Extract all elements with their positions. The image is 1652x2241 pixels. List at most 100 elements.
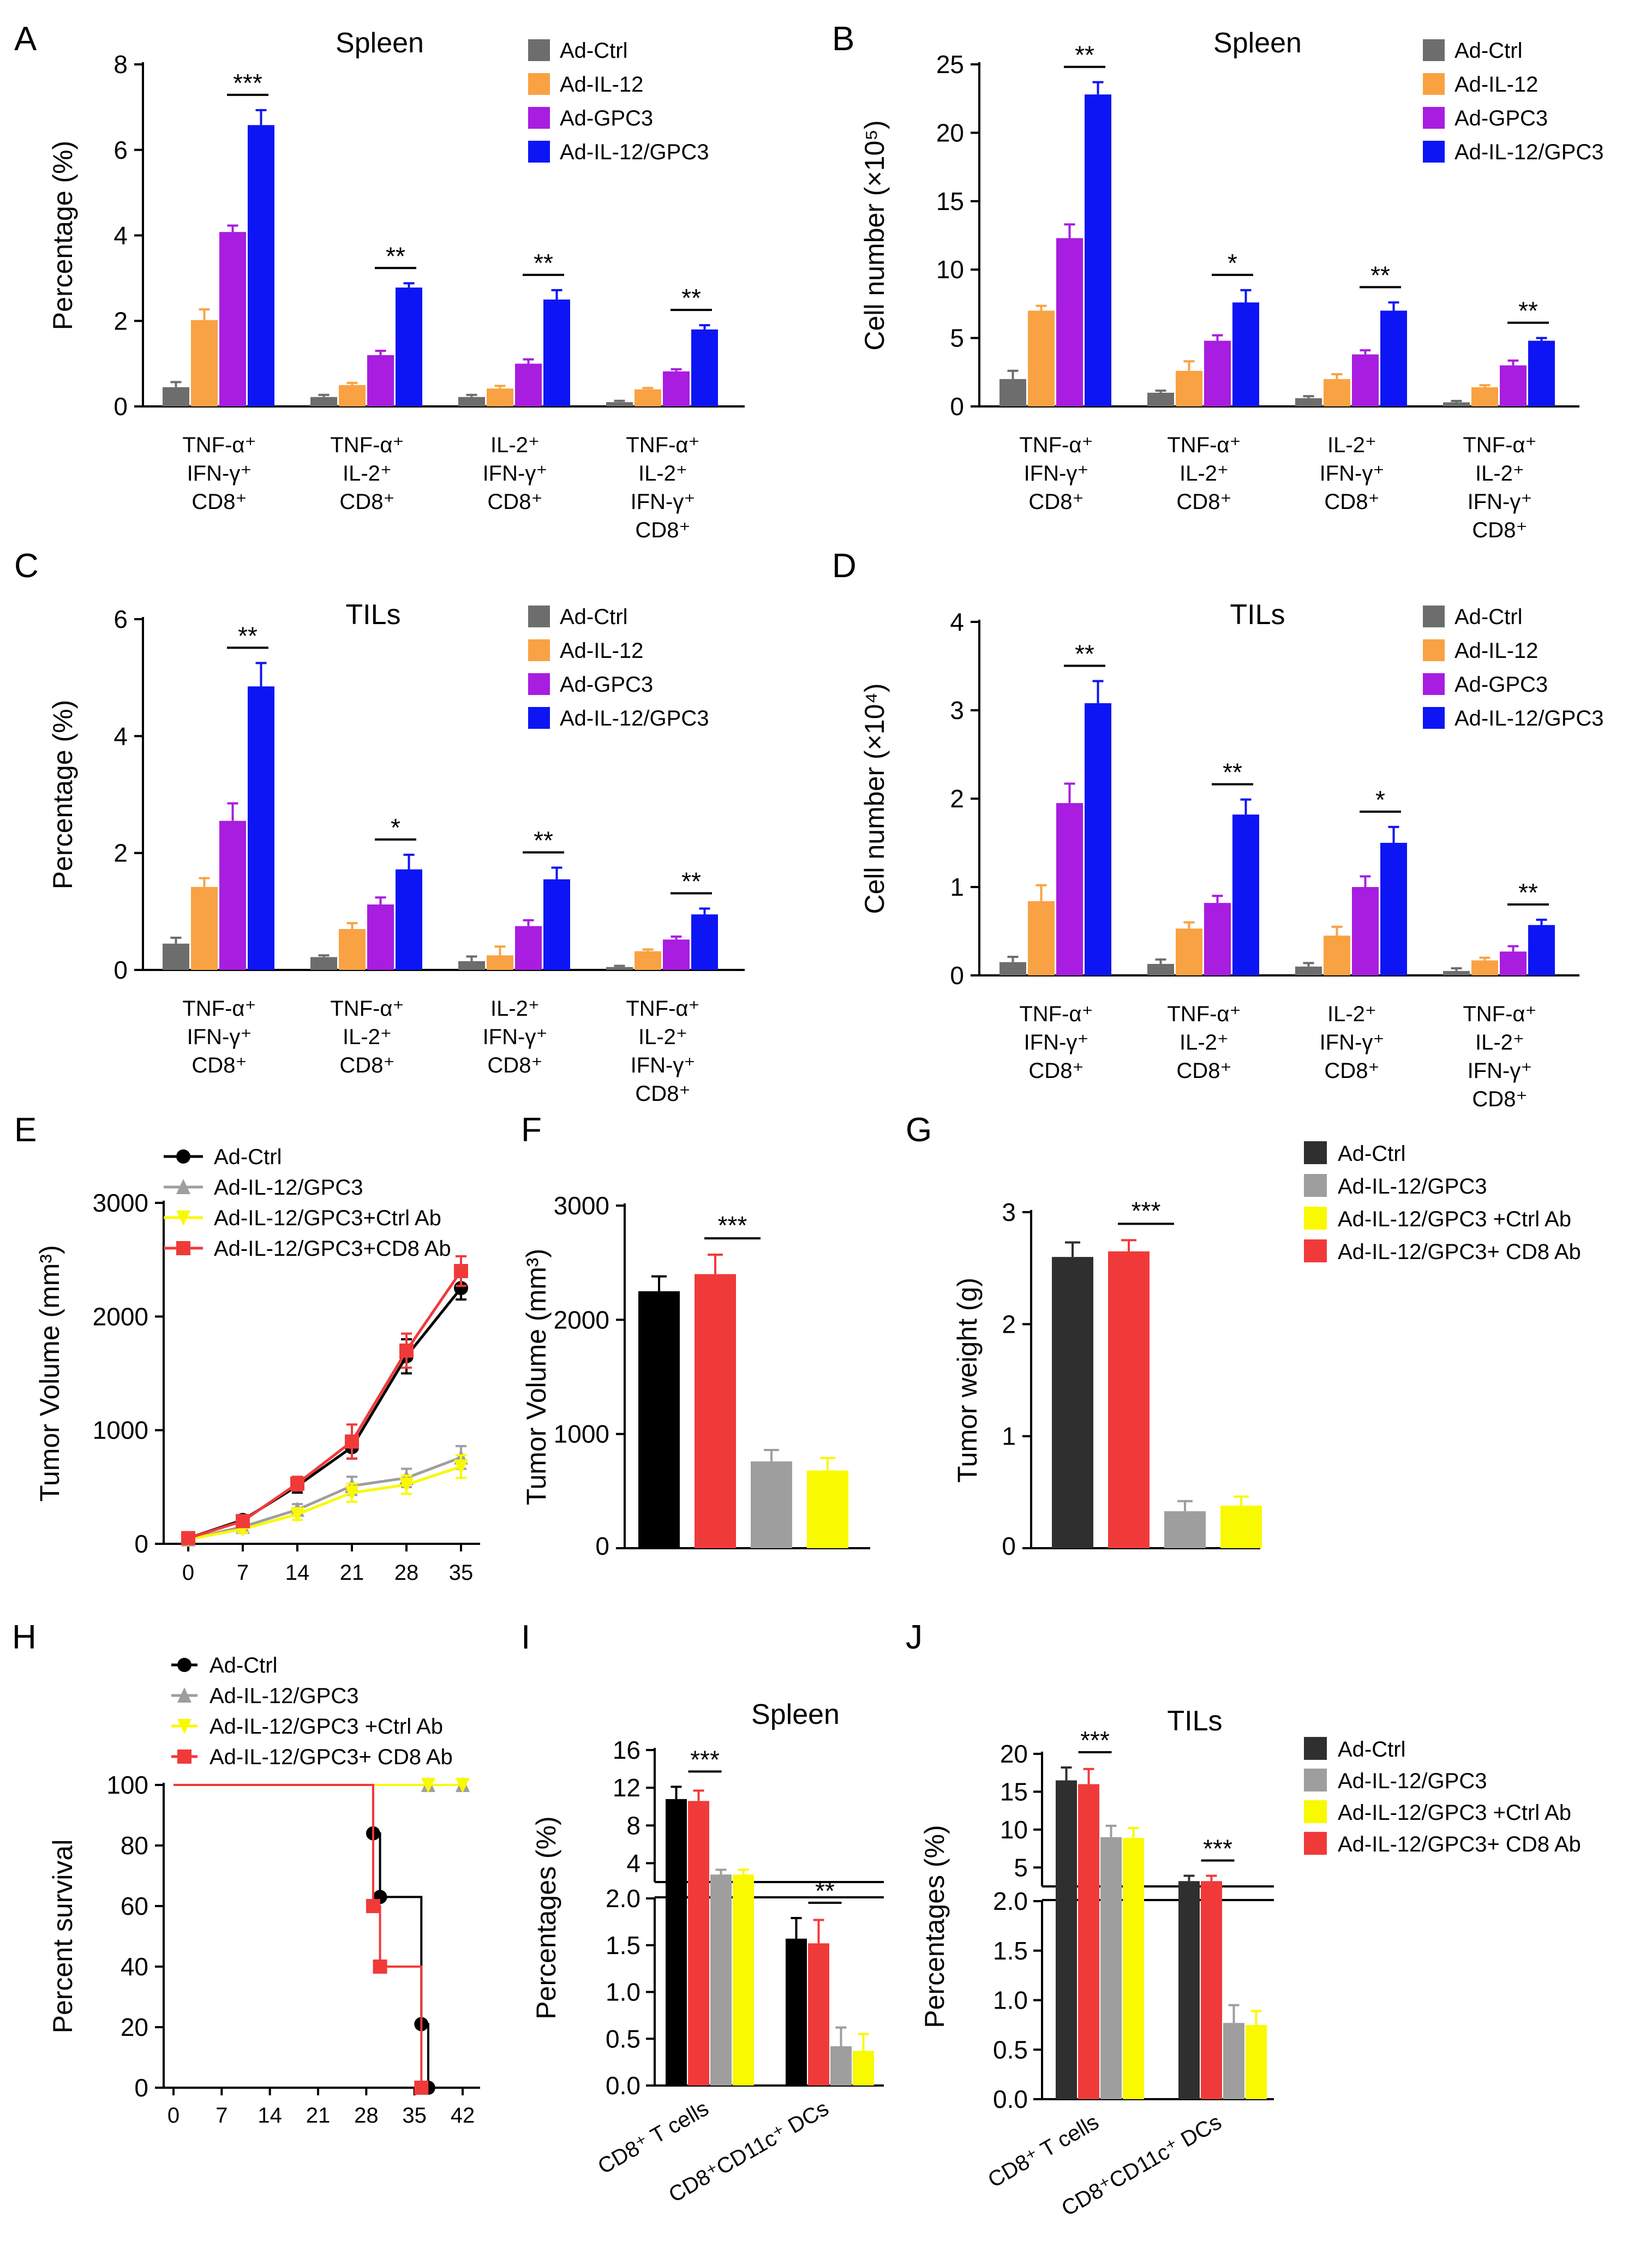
panel-i: I Spleen 4 8 12 16 0.0 0.5 1.0 1.5 2.0 Percentages … [521, 1619, 884, 2207]
panel-letter: B [832, 20, 854, 58]
x-category-label: CD8⁺ [339, 1053, 394, 1077]
panel-g: G 0 1 2 3 Tumor weight (g) *** Ad-Ctrl Ad-IL-12/… [906, 1111, 1581, 1560]
x-category-label: IFN-γ⁺ [1320, 1030, 1385, 1054]
legend-swatch [1304, 1737, 1327, 1760]
marker [176, 1211, 190, 1226]
y-tick-label: 20 [121, 2013, 148, 2041]
bar [1204, 903, 1231, 975]
x-category-label: CD8⁺ [487, 1053, 542, 1077]
bar [635, 951, 661, 970]
panel-letter: G [906, 1111, 932, 1149]
x-category-label: CD8⁺ [1324, 490, 1379, 514]
x-category-label: CD8⁺ [1472, 518, 1527, 542]
y-tick-label: 0 [113, 392, 128, 421]
bar [1178, 1881, 1200, 2099]
y-tick-label: 0 [950, 392, 964, 421]
bar [1528, 925, 1555, 975]
bar [1380, 310, 1407, 406]
y-tick-label: 0 [595, 1532, 609, 1560]
y-tick-label: 8 [626, 1811, 641, 1839]
legend-label: Ad-Ctrl [1338, 1737, 1405, 1761]
panel-h: H 0 20 40 60 80 100 0 7 14 21 28 35 42 Percent surviva… [12, 1619, 480, 2128]
y-axis-label: Cell number (×10⁵) [859, 120, 890, 350]
significance-label: *** [1132, 1196, 1161, 1225]
y-tick-label: 16 [613, 1736, 641, 1764]
y-axis-label: Tumor Volume (mm³) [521, 1249, 552, 1505]
legend-label: Ad-IL-12/GPC3 [214, 1176, 363, 1200]
x-category-label: CD8⁺ [635, 1082, 690, 1106]
bar [1201, 1881, 1222, 2099]
legend-label: Ad-IL-12/GPC3+ CD8 Ab [1338, 1240, 1581, 1264]
y-tick-label: 20 [1000, 1740, 1028, 1768]
bar [458, 961, 485, 970]
x-category-label: IL-2⁺ [343, 462, 392, 486]
marker [176, 1149, 190, 1164]
legend-swatch [1304, 1800, 1327, 1823]
legend-label: Ad-Ctrl [210, 1653, 277, 1677]
panel-d: D TILs 0 1 2 3 4 Cell number (×10⁴) ** TNF-α⁺ IFN-… [832, 547, 1603, 1111]
legend-label: Ad-Ctrl [1338, 1142, 1405, 1166]
x-category-label: IFN-γ⁺ [483, 462, 548, 486]
panel-letter: D [832, 547, 857, 585]
x-category-label: IFN-γ⁺ [187, 462, 252, 486]
bar [1085, 703, 1111, 975]
x-category-label: TNF-α⁺ [1019, 433, 1093, 457]
marker [290, 1476, 304, 1491]
x-category-label: CD8⁺ [1176, 1059, 1231, 1083]
significance-label: ** [681, 284, 701, 312]
legend-label: Ad-IL-12 [1455, 639, 1538, 663]
y-tick-label: 4 [113, 221, 128, 250]
significance-label: ** [1075, 640, 1094, 668]
bar [1324, 936, 1350, 975]
marker [399, 1477, 414, 1493]
y-tick-label: 2.0 [993, 1887, 1028, 1915]
legend-label: Ad-Ctrl [560, 39, 627, 63]
y-tick-label: 0 [1002, 1532, 1016, 1560]
x-category-label: IL-2⁺ [1327, 1002, 1376, 1026]
bar [1500, 365, 1527, 406]
bar [543, 879, 570, 970]
significance-label: ** [1370, 261, 1390, 289]
significance-label: *** [1080, 1726, 1110, 1754]
y-tick-label: 5 [1014, 1853, 1028, 1882]
marker [399, 1343, 414, 1358]
significance-label: ** [238, 621, 258, 650]
panel-letter: J [906, 1619, 923, 1656]
bar [1147, 963, 1174, 975]
significance-label: *** [690, 1745, 720, 1773]
significance-label: ** [1518, 297, 1538, 325]
x-category-label: IL-2⁺ [1327, 433, 1376, 457]
y-axis-label: Percentages (%) [919, 1825, 950, 2028]
x-category-label: TNF-α⁺ [1167, 1002, 1241, 1026]
bar [733, 1874, 754, 2086]
marker [176, 1179, 190, 1194]
chart-title: Spleen [336, 27, 424, 59]
x-category-label: CD8⁺ [339, 490, 394, 514]
panel-letter: H [12, 1619, 37, 1656]
legend-swatch [1423, 707, 1445, 729]
x-category-label: IL-2⁺ [638, 1025, 687, 1049]
marker [454, 1459, 468, 1475]
legend-swatch [1304, 1174, 1327, 1197]
y-tick-label: 2 [113, 307, 128, 335]
legend-label: Ad-IL-12 [1455, 73, 1538, 97]
x-category-label: TNF-α⁺ [330, 433, 404, 457]
bar [638, 1291, 680, 1548]
y-tick-label: 5 [950, 324, 964, 352]
chart-title: TILs [1230, 599, 1285, 631]
y-tick-label: 20 [936, 118, 964, 147]
y-tick-label: 15 [1000, 1777, 1028, 1806]
bar [163, 387, 189, 406]
bar [310, 397, 337, 406]
legend-label: Ad-Ctrl [1455, 39, 1522, 63]
significance-label: *** [1203, 1835, 1232, 1863]
bar [1176, 928, 1202, 975]
y-tick-label: 2 [950, 784, 964, 813]
significance-label: ** [815, 1877, 835, 1905]
bar [1443, 970, 1470, 975]
legend-swatch [528, 707, 550, 729]
legend-label: Ad-GPC3 [560, 673, 653, 697]
survival-curve [173, 1784, 429, 2088]
x-category-label: TNF-α⁺ [626, 997, 699, 1021]
bar [1380, 843, 1407, 975]
